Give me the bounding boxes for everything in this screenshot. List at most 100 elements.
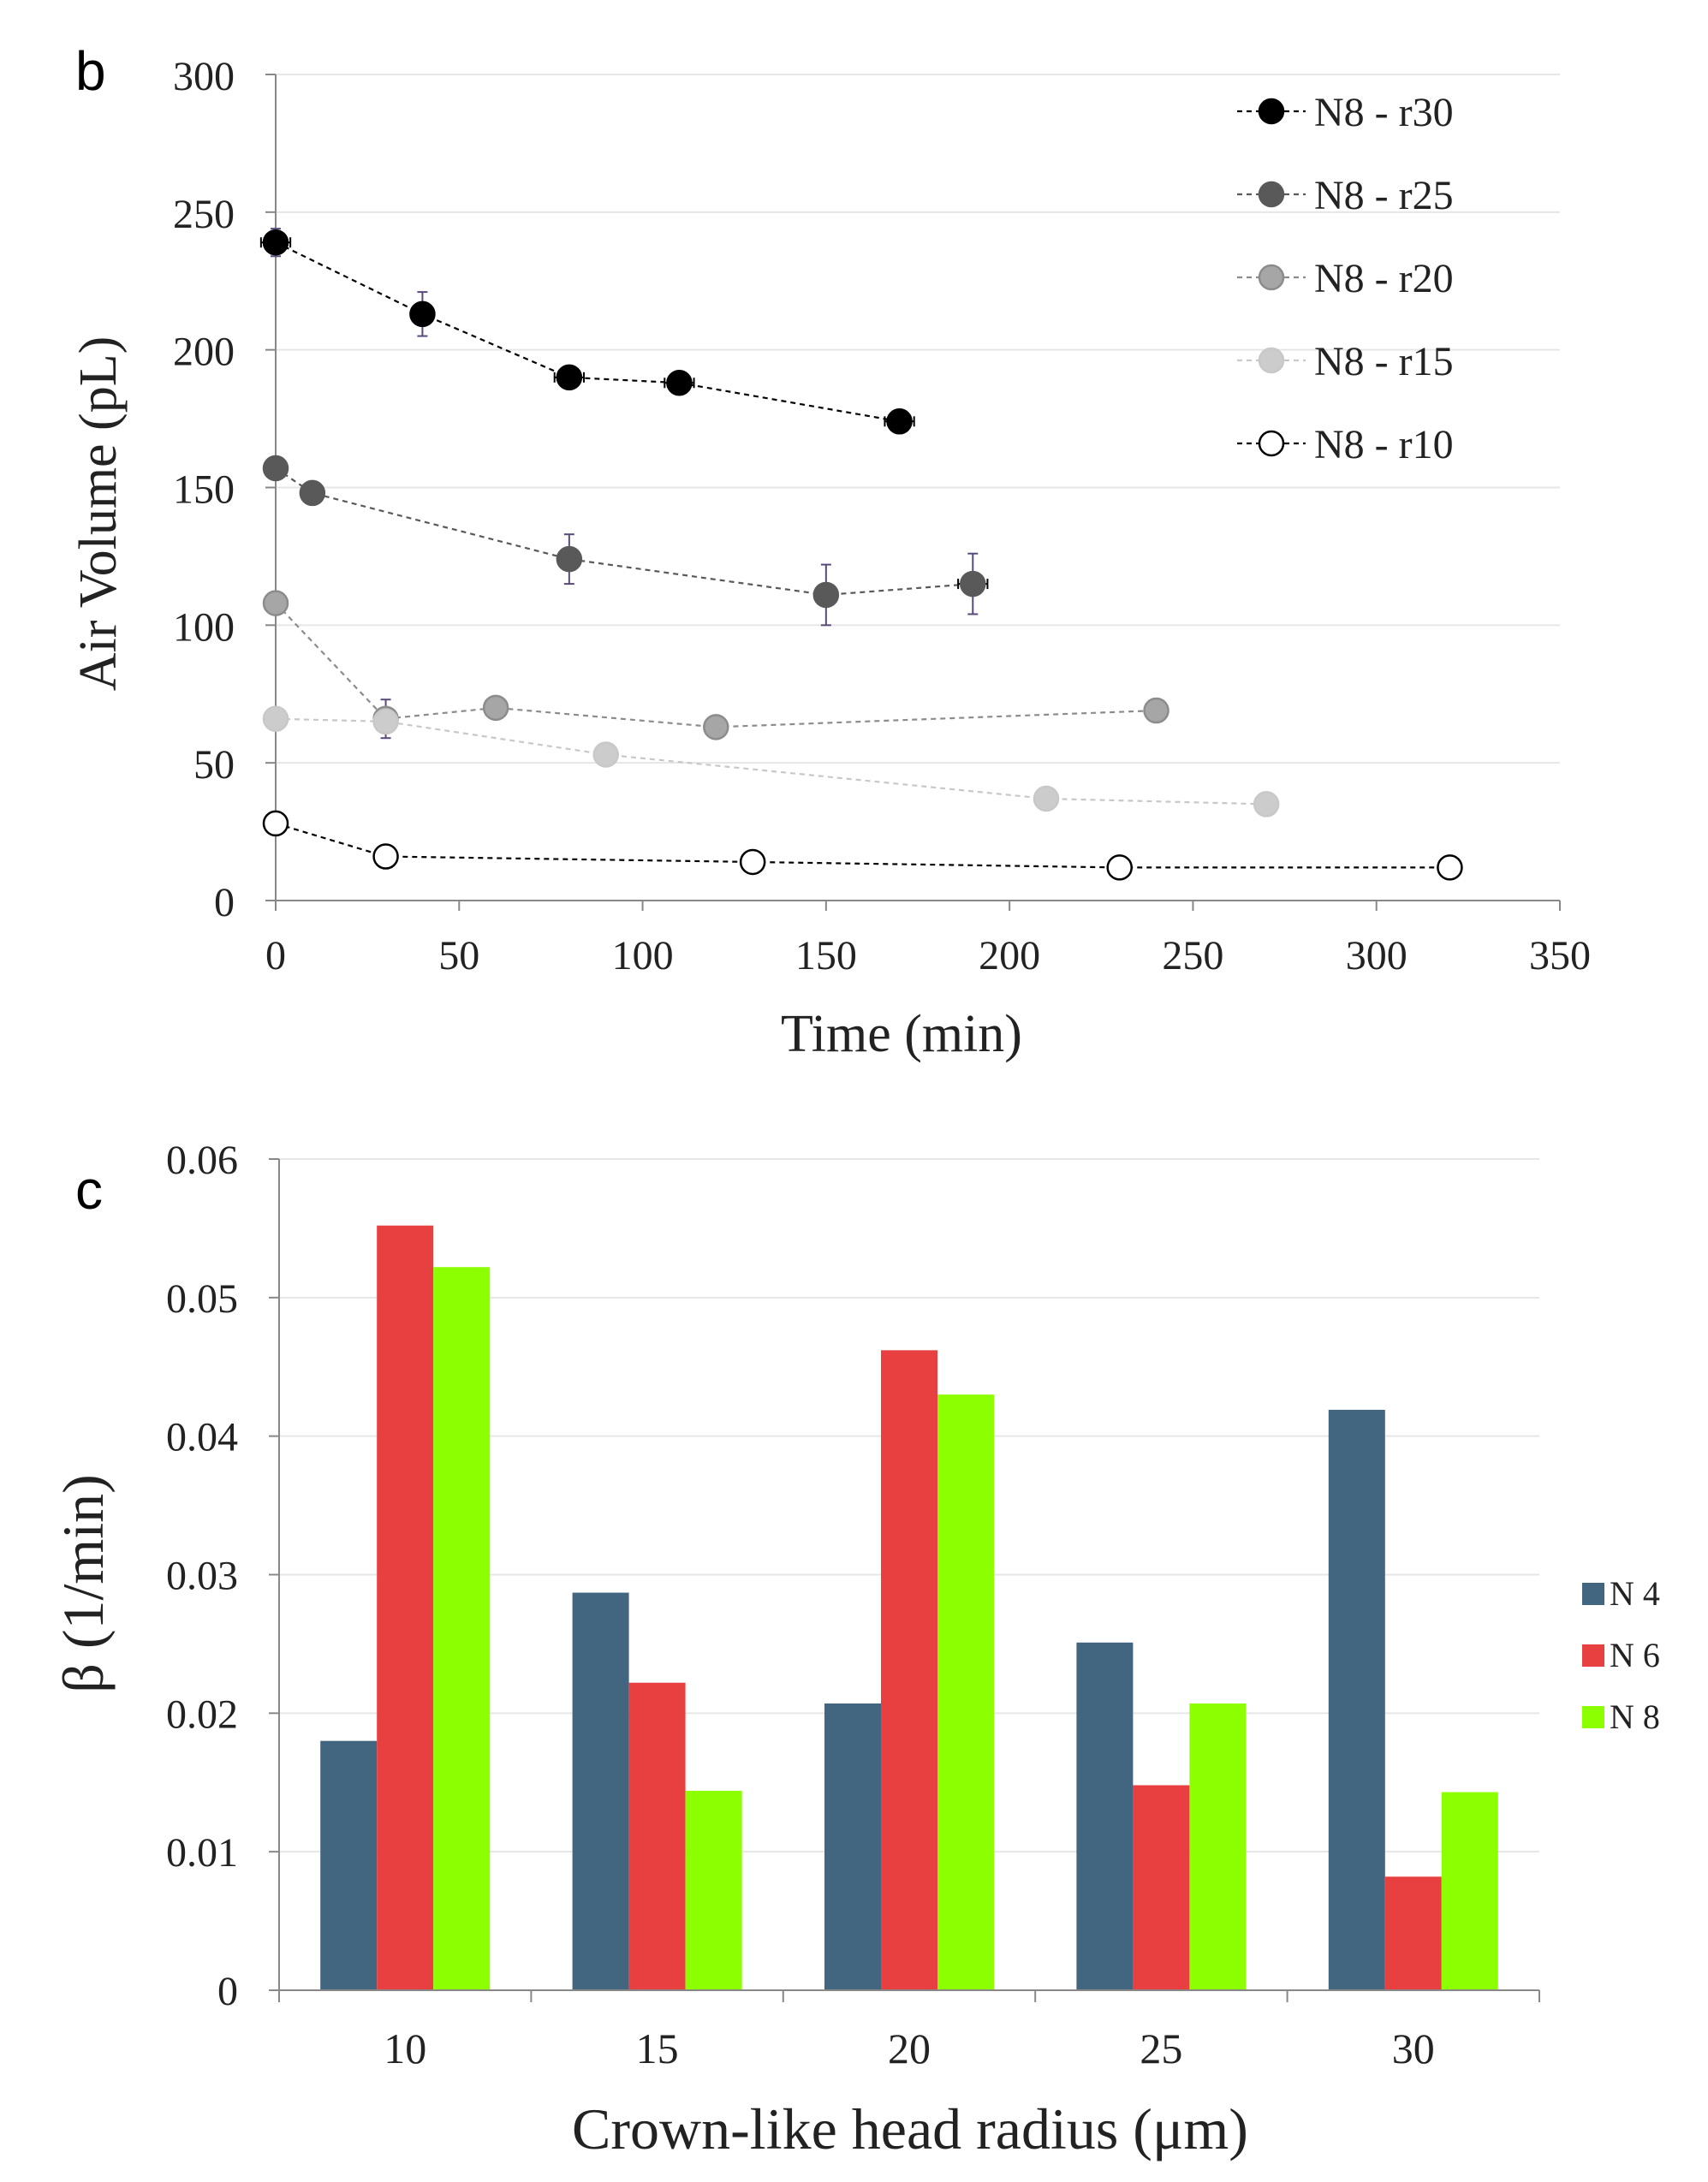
legend-label: N8 - r15 xyxy=(1314,339,1454,384)
data-point xyxy=(556,364,583,391)
data-point xyxy=(262,810,289,837)
y-tick-label: 100 xyxy=(173,604,235,650)
bar-n8 xyxy=(433,1267,491,1990)
panel-b-gridlines xyxy=(276,74,1560,764)
data-point xyxy=(1143,697,1169,724)
x-tick-label: 300 xyxy=(1346,933,1407,978)
panel-b-series xyxy=(259,228,1463,881)
legend-label: N 6 xyxy=(1610,1636,1660,1674)
x-tick-label: 20 xyxy=(888,2024,931,2072)
legend-label: N 4 xyxy=(1610,1574,1660,1613)
bar-n4 xyxy=(824,1703,881,1990)
bar-n4 xyxy=(572,1592,629,1990)
y-tick-label: 0.01 xyxy=(166,1830,238,1876)
y-tick-label: 0 xyxy=(214,880,235,925)
x-tick-label: 30 xyxy=(1392,2024,1435,2072)
legend-label: N8 - r25 xyxy=(1314,173,1454,218)
data-point xyxy=(556,545,583,573)
y-tick-label: 50 xyxy=(193,742,235,788)
panel-b-y-tick-labels: 0 50 100 150 200 250 300 xyxy=(173,54,235,925)
panel-b-line-chart: b 0 50 100 150 200 250 300 0 50 100 150 200 250 300 3… xyxy=(69,40,1591,1063)
legend-label: N8 - r20 xyxy=(1314,256,1454,301)
data-point xyxy=(1253,791,1280,818)
panel-b-legend: N8 - r30 N8 - r25 N8 - r20 N8 - r15 N8 - r10 xyxy=(1237,90,1454,467)
legend-entry: N 6 xyxy=(1582,1636,1660,1674)
y-tick-label: 200 xyxy=(173,330,235,375)
data-point xyxy=(482,694,509,722)
series-N8-r20 xyxy=(262,590,1169,740)
series-N8-r15 xyxy=(262,705,1280,818)
panel-c-axes xyxy=(269,1158,1540,2002)
bar-n8 xyxy=(1189,1703,1247,1990)
data-point xyxy=(262,229,289,256)
legend-label: N8 - r10 xyxy=(1314,422,1454,467)
data-point xyxy=(592,741,619,768)
bar-n6 xyxy=(881,1350,937,1990)
panel-c-y-axis-label: β (1/min) xyxy=(51,1474,116,1693)
legend-entry: N8 - r25 xyxy=(1237,173,1454,218)
legend-marker xyxy=(1258,347,1285,374)
y-tick-label: 0.06 xyxy=(166,1138,238,1183)
data-point xyxy=(299,479,326,507)
data-point xyxy=(1033,785,1060,812)
bar-n6 xyxy=(377,1225,434,1990)
legend-marker xyxy=(1258,430,1285,457)
panel-c-legend: N 4 N 6 N 8 xyxy=(1582,1574,1660,1736)
data-point xyxy=(886,408,913,435)
series-N8-r25 xyxy=(262,455,989,627)
panel-c-x-axis-label: Crown-like head radius (μm) xyxy=(572,2096,1248,2161)
data-point xyxy=(703,714,729,740)
panel-c-bars xyxy=(320,1225,1498,1990)
x-tick-label: 15 xyxy=(636,2024,679,2072)
legend-label: N 8 xyxy=(1610,1697,1660,1736)
legend-entry: N 8 xyxy=(1582,1697,1660,1736)
series-N8-r10 xyxy=(262,810,1463,881)
panel-c-x-tick-labels: 10 15 20 25 30 xyxy=(384,2024,1435,2072)
data-point xyxy=(812,581,840,609)
y-tick-label: 0.02 xyxy=(166,1691,238,1737)
y-tick-label: 0.05 xyxy=(166,1276,238,1322)
data-point xyxy=(1106,854,1133,881)
x-tick-label: 0 xyxy=(265,933,286,978)
data-point xyxy=(666,370,693,396)
bar-n4 xyxy=(1328,1409,1385,1990)
panel-c-label: c xyxy=(75,1159,103,1221)
legend-entry: N8 - r10 xyxy=(1237,422,1454,467)
series-line xyxy=(275,822,1450,869)
legend-marker xyxy=(1258,181,1285,208)
x-tick-label: 25 xyxy=(1140,2024,1182,2072)
series-line xyxy=(275,717,1267,806)
x-tick-label: 100 xyxy=(612,933,674,978)
x-tick-label: 350 xyxy=(1529,933,1591,978)
legend-label: N8 - r30 xyxy=(1314,90,1454,135)
bar-n4 xyxy=(320,1740,378,1990)
legend-marker xyxy=(1258,98,1285,125)
panel-b-x-tick-labels: 0 50 100 150 200 250 300 350 xyxy=(265,933,1591,978)
panel-b-axes xyxy=(265,74,1561,911)
panel-c-y-tick-labels: 0 0.01 0.02 0.03 0.04 0.05 0.06 xyxy=(166,1138,238,2014)
y-tick-label: 0.03 xyxy=(166,1554,238,1599)
legend-entry: N8 - r30 xyxy=(1237,90,1454,135)
x-tick-label: 50 xyxy=(438,933,479,978)
series-N8-r30 xyxy=(259,228,915,435)
legend-swatch xyxy=(1582,1644,1604,1667)
bar-n6 xyxy=(1133,1785,1190,1990)
panel-b-y-axis-label: Air Volume (pL) xyxy=(69,336,128,691)
data-point xyxy=(372,843,399,870)
series-line xyxy=(275,602,1157,728)
legend-entry: N8 - r20 xyxy=(1237,256,1454,301)
x-tick-label: 10 xyxy=(384,2024,426,2072)
data-point xyxy=(960,570,986,598)
bar-n6 xyxy=(1384,1876,1442,1990)
panel-c-bar-chart: c 0 0.01 0.02 0.03 0.04 0.05 0.06 10 15 20 25 30 C… xyxy=(51,1138,1660,2161)
data-point xyxy=(409,300,436,328)
legend-swatch xyxy=(1582,1583,1604,1605)
x-tick-label: 150 xyxy=(795,933,857,978)
legend-marker xyxy=(1258,264,1285,291)
panel-b-label: b xyxy=(75,40,106,102)
bar-n4 xyxy=(1076,1642,1134,1990)
data-point xyxy=(739,848,766,876)
data-point xyxy=(262,455,289,482)
panel-b-x-axis-label: Time (min) xyxy=(781,1005,1022,1063)
y-tick-label: 0 xyxy=(217,1969,238,2014)
